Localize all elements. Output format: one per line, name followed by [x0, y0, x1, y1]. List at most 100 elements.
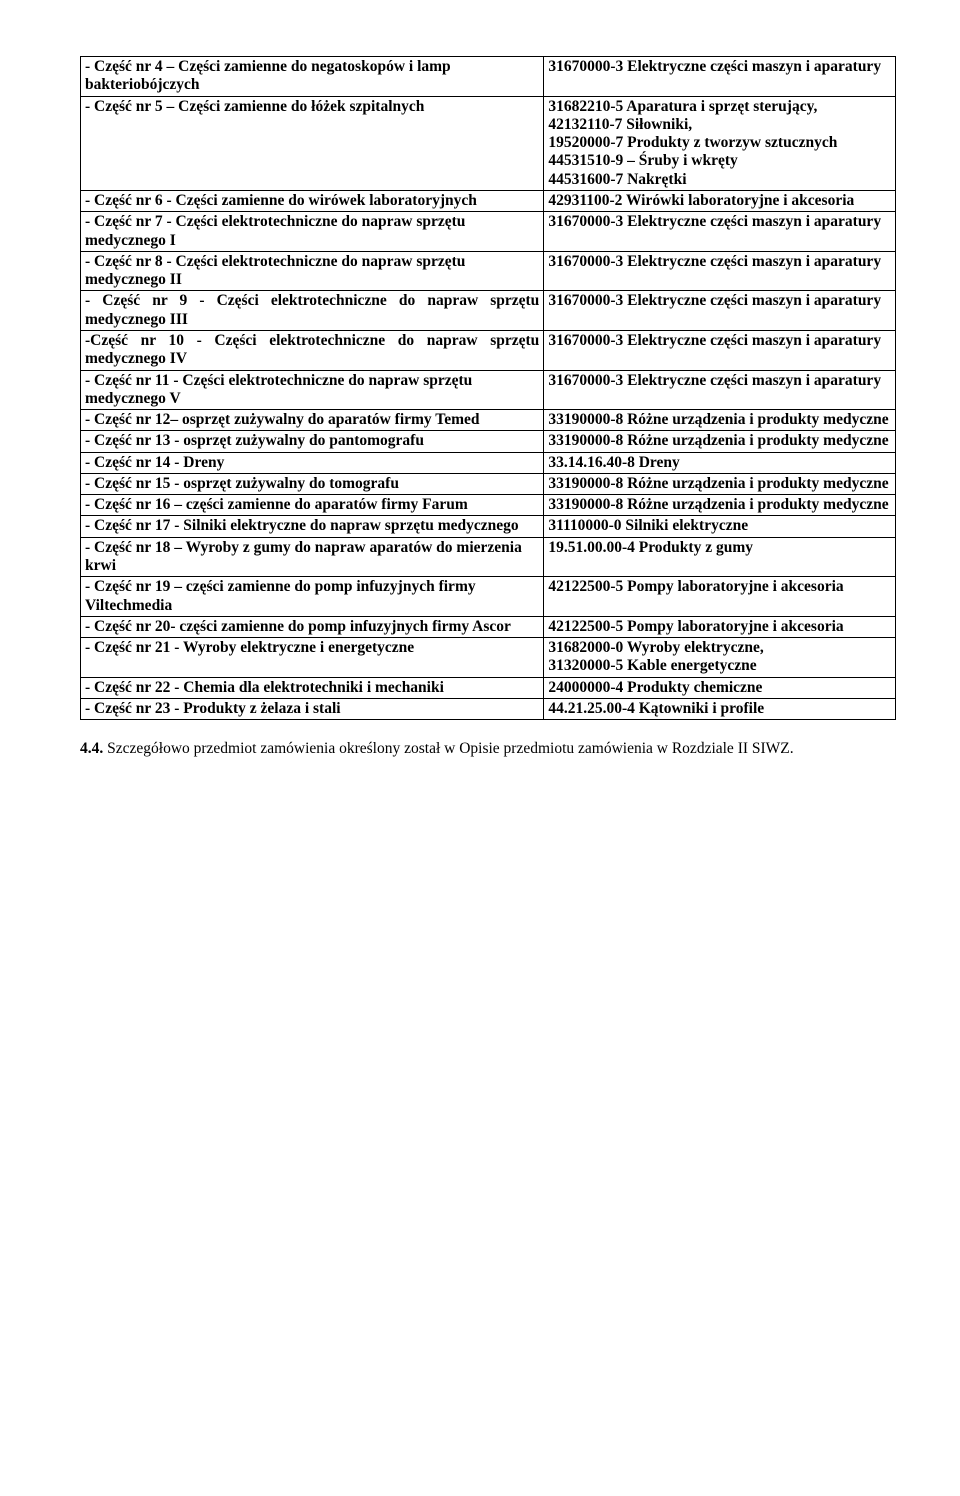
table-row: - Część nr 14 - Dreny 33.14.16.40-8 Dreny — [81, 452, 896, 473]
row-right-cell: 33190000-8 Różne urządzenia i produkty m… — [544, 431, 896, 452]
row-left-text: - Część nr 23 - Produkty z żelaza i stal… — [85, 700, 341, 717]
table-row: - Część nr 4 – Części zamienne do negato… — [81, 57, 896, 97]
row-right-cell: 31670000-3 Elektryczne części maszyn i a… — [544, 370, 896, 410]
table-row: - Część nr 15 - osprzęt zużywalny do tom… — [81, 473, 896, 494]
row-right-cell: 33.14.16.40-8 Dreny — [544, 452, 896, 473]
table-row: - Część nr 12– osprzęt zużywalny do apar… — [81, 410, 896, 431]
cpv-table-body: - Część nr 4 – Części zamienne do negato… — [81, 57, 896, 720]
table-row: - Część nr 6 - Części zamienne do wirówe… — [81, 190, 896, 211]
row-left-text: - Część nr 22 - Chemia dla elektrotechni… — [85, 679, 444, 696]
row-left-cell: - Część nr 15 - osprzęt zużywalny do tom… — [81, 473, 544, 494]
row-right-cell: 33190000-8 Różne urządzenia i produkty m… — [544, 473, 896, 494]
row-right-cell: 31682000-0 Wyroby elektryczne,31320000-5… — [544, 638, 896, 678]
row-left-text: - Część nr 12– osprzęt zużywalny do apar… — [85, 411, 480, 428]
row-right-text: 24000000-4 Produkty chemiczne — [548, 679, 762, 696]
row-right-text: 33190000-8 Różne urządzenia i produkty m… — [548, 496, 888, 513]
row-left-cell: - Część nr 17 - Silniki elektryczne do n… — [81, 516, 544, 537]
row-right-text: 31682210-5 Aparatura i sprzęt sterujący,… — [548, 98, 837, 188]
table-row: - Część nr 8 - Części elektrotechniczne … — [81, 251, 896, 291]
row-right-cell: 31670000-3 Elektryczne części maszyn i a… — [544, 212, 896, 252]
row-left-text: - Część nr 14 - Dreny — [85, 454, 224, 471]
footer-text: Szczegółowo przedmiot zamówienia określo… — [103, 740, 793, 757]
row-left-cell: - Część nr 18 – Wyroby z gumy do napraw … — [81, 537, 544, 577]
row-right-cell: 44.21.25.00-4 Kątowniki i profile — [544, 699, 896, 720]
table-row: - Część nr 21 - Wyroby elektryczne i ene… — [81, 638, 896, 678]
row-left-text: - Część nr 5 – Części zamienne do łóżek … — [85, 98, 424, 115]
row-left-text: - Część nr 6 - Części zamienne do wirówe… — [85, 192, 477, 209]
row-left-cell: -Część nr 10 - Części elektrotechniczne … — [81, 330, 544, 370]
row-left-text: - Część nr 18 – Wyroby z gumy do napraw … — [85, 539, 522, 574]
row-left-cell: - Część nr 22 - Chemia dla elektrotechni… — [81, 677, 544, 698]
table-row: - Część nr 11 - Części elektrotechniczne… — [81, 370, 896, 410]
row-right-text: 42122500-5 Pompy laboratoryjne i akcesor… — [548, 618, 843, 635]
row-left-text: - Część nr 11 - Części elektrotechniczne… — [85, 372, 472, 407]
row-right-text: 42122500-5 Pompy laboratoryjne i akcesor… — [548, 578, 843, 595]
row-right-cell: 33190000-8 Różne urządzenia i produkty m… — [544, 495, 896, 516]
row-right-text: 31110000-0 Silniki elektryczne — [548, 517, 748, 534]
footer-paragraph: 4.4. Szczegółowo przedmiot zamówienia ok… — [80, 740, 896, 758]
row-left-text: -Część nr 10 - Części elektrotechniczne … — [85, 332, 539, 367]
row-left-text: - Część nr 16 – części zamienne do apara… — [85, 496, 468, 513]
row-right-cell: 31682210-5 Aparatura i sprzęt sterujący,… — [544, 96, 896, 190]
row-left-text: - Część nr 7 - Części elektrotechniczne … — [85, 213, 465, 248]
table-row: - Część nr 17 - Silniki elektryczne do n… — [81, 516, 896, 537]
row-left-cell: - Część nr 8 - Części elektrotechniczne … — [81, 251, 544, 291]
row-right-cell: 42931100-2 Wirówki laboratoryjne i akces… — [544, 190, 896, 211]
table-row: - Część nr 20- części zamienne do pomp i… — [81, 616, 896, 637]
table-row: - Część nr 18 – Wyroby z gumy do napraw … — [81, 537, 896, 577]
row-left-cell: - Część nr 19 – części zamienne do pomp … — [81, 577, 544, 617]
row-right-cell: 42122500-5 Pompy laboratoryjne i akcesor… — [544, 577, 896, 617]
row-right-text: 33190000-8 Różne urządzenia i produkty m… — [548, 475, 888, 492]
row-left-cell: - Część nr 9 - Części elektrotechniczne … — [81, 291, 544, 331]
table-row: - Część nr 16 – części zamienne do apara… — [81, 495, 896, 516]
footer-lead-number: 4.4. — [80, 740, 103, 757]
row-right-cell: 31670000-3 Elektryczne części maszyn i a… — [544, 291, 896, 331]
row-left-cell: - Część nr 4 – Części zamienne do negato… — [81, 57, 544, 97]
row-right-cell: 31670000-3 Elektryczne części maszyn i a… — [544, 57, 896, 97]
row-right-cell: 31670000-3 Elektryczne części maszyn i a… — [544, 251, 896, 291]
table-row: - Część nr 13 - osprzęt zużywalny do pan… — [81, 431, 896, 452]
row-right-cell: 42122500-5 Pompy laboratoryjne i akcesor… — [544, 616, 896, 637]
row-left-cell: - Część nr 21 - Wyroby elektryczne i ene… — [81, 638, 544, 678]
row-left-text: - Część nr 15 - osprzęt zużywalny do tom… — [85, 475, 399, 492]
row-left-cell: - Część nr 20- części zamienne do pomp i… — [81, 616, 544, 637]
row-left-text: - Część nr 13 - osprzęt zużywalny do pan… — [85, 432, 424, 449]
row-left-text: - Część nr 8 - Części elektrotechniczne … — [85, 253, 465, 288]
row-left-cell: - Część nr 7 - Części elektrotechniczne … — [81, 212, 544, 252]
row-right-text: 33190000-8 Różne urządzenia i produkty m… — [548, 411, 888, 428]
row-right-text: 31670000-3 Elektryczne części maszyn i a… — [548, 372, 881, 389]
row-right-text: 31682000-0 Wyroby elektryczne,31320000-5… — [548, 639, 763, 674]
row-right-text: 31670000-3 Elektryczne części maszyn i a… — [548, 58, 881, 75]
table-row: - Część nr 7 - Części elektrotechniczne … — [81, 212, 896, 252]
row-left-cell: - Część nr 5 – Części zamienne do łóżek … — [81, 96, 544, 190]
row-left-text: - Część nr 17 - Silniki elektryczne do n… — [85, 517, 519, 534]
row-left-text: - Część nr 20- części zamienne do pomp i… — [85, 618, 511, 635]
row-right-cell: 31670000-3 Elektryczne części maszyn i a… — [544, 330, 896, 370]
row-right-cell: 31110000-0 Silniki elektryczne — [544, 516, 896, 537]
row-right-text: 31670000-3 Elektryczne części maszyn i a… — [548, 213, 881, 230]
row-left-cell: - Część nr 6 - Części zamienne do wirówe… — [81, 190, 544, 211]
row-left-cell: - Część nr 12– osprzęt zużywalny do apar… — [81, 410, 544, 431]
row-left-cell: - Część nr 16 – części zamienne do apara… — [81, 495, 544, 516]
cpv-table: - Część nr 4 – Części zamienne do negato… — [80, 56, 896, 720]
row-right-text: 31670000-3 Elektryczne części maszyn i a… — [548, 292, 881, 309]
row-right-text: 33190000-8 Różne urządzenia i produkty m… — [548, 432, 888, 449]
row-left-text: - Część nr 4 – Części zamienne do negato… — [85, 58, 451, 93]
table-row: - Część nr 5 – Części zamienne do łóżek … — [81, 96, 896, 190]
row-right-cell: 24000000-4 Produkty chemiczne — [544, 677, 896, 698]
row-left-cell: - Część nr 13 - osprzęt zużywalny do pan… — [81, 431, 544, 452]
table-row: - Część nr 19 – części zamienne do pomp … — [81, 577, 896, 617]
table-row: - Część nr 23 - Produkty z żelaza i stal… — [81, 699, 896, 720]
row-right-text: 44.21.25.00-4 Kątowniki i profile — [548, 700, 764, 717]
table-row: - Część nr 22 - Chemia dla elektrotechni… — [81, 677, 896, 698]
table-row: -Część nr 10 - Części elektrotechniczne … — [81, 330, 896, 370]
row-right-text: 33.14.16.40-8 Dreny — [548, 454, 679, 471]
row-left-cell: - Część nr 23 - Produkty z żelaza i stal… — [81, 699, 544, 720]
row-right-text: 19.51.00.00-4 Produkty z gumy — [548, 539, 753, 556]
row-right-text: 42931100-2 Wirówki laboratoryjne i akces… — [548, 192, 854, 209]
row-right-cell: 19.51.00.00-4 Produkty z gumy — [544, 537, 896, 577]
row-left-cell: - Część nr 11 - Części elektrotechniczne… — [81, 370, 544, 410]
row-left-cell: - Część nr 14 - Dreny — [81, 452, 544, 473]
row-left-text: - Część nr 21 - Wyroby elektryczne i ene… — [85, 639, 414, 656]
table-row: - Część nr 9 - Części elektrotechniczne … — [81, 291, 896, 331]
